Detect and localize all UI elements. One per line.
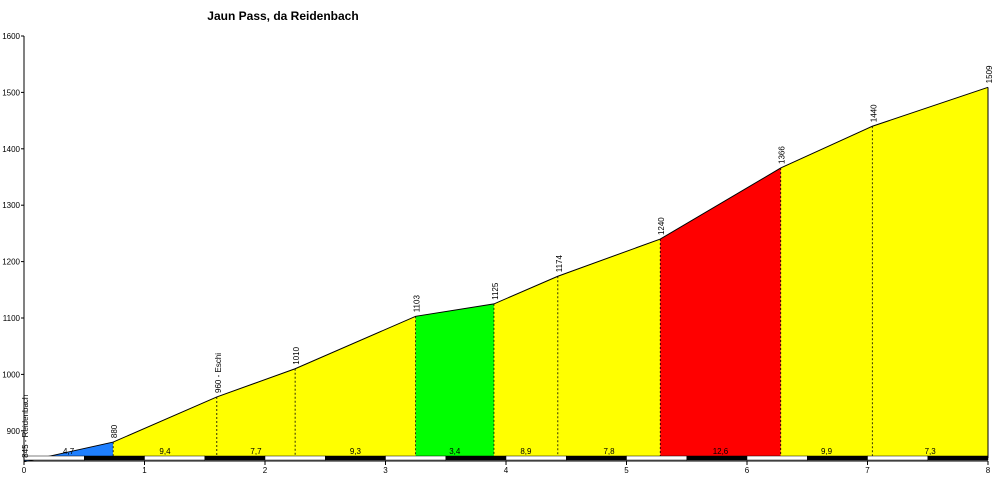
gradient-label-8: 12,6: [713, 447, 729, 456]
profile-segment-7: [557, 239, 661, 458]
y-tick-label-2: 1100: [3, 314, 21, 323]
chart-axes: 900 1000 1100 1200 1300 1400 1500 1600 0 1 2 3 4 5 6 7 8: [2, 32, 991, 475]
ruler-bar-10: [626, 455, 687, 461]
chart-title: Jaun Pass, da Reidenbach: [207, 9, 358, 23]
profile-segment-5: [415, 303, 494, 458]
gradient-label-3: 7,7: [250, 447, 262, 456]
distance-ruler: [23, 455, 989, 461]
x-tick-label-1: 1: [142, 466, 147, 475]
elevation-label-9: 1440: [869, 104, 878, 122]
elevation-label-10: 1509: [985, 65, 994, 83]
gradient-label-4: 9,3: [350, 447, 362, 456]
ruler-bar-13: [807, 455, 868, 461]
ruler-bar-9: [566, 455, 627, 461]
y-tick-label-7: 1600: [2, 32, 20, 41]
x-tick-label-7: 7: [865, 466, 870, 475]
ruler-bar-2: [144, 455, 205, 461]
ruler-bar-5: [325, 455, 386, 461]
chart-labels: 845 - Reidenbach 880 960 - Eschi 1010 1103 11…: [21, 65, 994, 458]
profile-segment-4: [295, 316, 416, 458]
elevation-label-4: 1103: [413, 295, 422, 313]
ruler-bar-14: [867, 455, 928, 461]
x-tick-label-3: 3: [383, 466, 388, 475]
y-tick-label-3: 1200: [2, 258, 20, 267]
profile-segment-8: [660, 167, 781, 458]
ruler-bar-6: [385, 455, 446, 461]
ruler-bar-15: [927, 455, 989, 461]
x-tick-label-6: 6: [745, 466, 750, 475]
profile-segment-2: [113, 396, 217, 458]
ruler-bar-3: [204, 455, 266, 461]
y-tick-label-0: 900: [7, 427, 21, 436]
elevation-label-6: 1174: [555, 255, 564, 273]
ruler-bar-8: [505, 455, 567, 461]
ruler-bar-11: [686, 455, 748, 461]
segment-dividers: [112, 87, 989, 458]
x-tick-label-4: 4: [504, 466, 509, 475]
elevation-label-3: 1010: [292, 346, 301, 364]
gradient-label-6: 8,9: [520, 447, 532, 456]
profile-areas: [23, 86, 989, 463]
y-tick-label-5: 1400: [2, 145, 20, 154]
ruler-bar-12: [746, 455, 808, 461]
ruler-bar-4: [264, 455, 326, 461]
ruler-bar-0: [23, 455, 85, 461]
gradient-label-7: 7,8: [603, 447, 615, 456]
gradient-label-1: 4,7: [63, 447, 75, 456]
ruler-bar-1: [84, 455, 145, 461]
elevation-label-1: 880: [110, 424, 119, 438]
y-tick-label-6: 1500: [2, 88, 20, 97]
elevation-label-8: 1366: [778, 146, 787, 164]
profile-segment-9: [780, 126, 873, 459]
elevation-label-2: 960 - Eschi: [214, 353, 223, 393]
y-tick-label-1: 1000: [2, 370, 20, 379]
x-tick-label-0: 0: [22, 466, 27, 475]
y-tick-label-4: 1300: [2, 201, 20, 210]
gradient-label-9: 9,9: [821, 447, 833, 456]
x-tick-label-5: 5: [624, 466, 629, 475]
elevation-label-7: 1240: [657, 217, 666, 235]
profile-segment-10: [872, 87, 988, 458]
ruler-bar-7: [445, 455, 507, 461]
profile-segment-3: [216, 368, 296, 458]
elevation-label-5: 1125: [491, 282, 500, 300]
elevation-label-0: 845 - Reidenbach: [21, 395, 30, 458]
gradient-label-10: 7,3: [925, 447, 937, 456]
x-tick-label-2: 2: [263, 466, 268, 475]
x-tick-label-8: 8: [986, 466, 991, 475]
gradient-label-5: 3,4: [449, 447, 461, 456]
gradient-label-2: 9,4: [159, 447, 171, 456]
profile-segment-6: [493, 276, 558, 458]
